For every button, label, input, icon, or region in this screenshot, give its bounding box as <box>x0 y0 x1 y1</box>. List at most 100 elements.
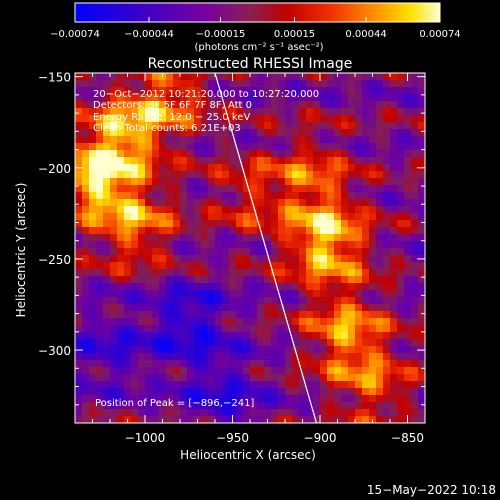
heatmap-cell <box>320 150 328 158</box>
heatmap-cell <box>152 192 160 200</box>
heatmap-cell <box>236 80 244 88</box>
heatmap-cell <box>341 185 349 193</box>
heatmap-cell <box>299 178 307 186</box>
heatmap-cell <box>194 234 202 242</box>
heatmap-cell <box>180 353 188 361</box>
heatmap-cell <box>208 283 216 291</box>
heatmap-cell <box>369 402 377 410</box>
heatmap-cell <box>390 339 398 347</box>
heatmap-cell <box>159 283 167 291</box>
heatmap-cell <box>334 94 342 102</box>
heatmap-cell <box>110 318 118 326</box>
heatmap-cell <box>117 101 125 109</box>
heatmap-cell <box>250 150 258 158</box>
heatmap-cell <box>229 290 237 298</box>
heatmap-cell <box>145 73 153 81</box>
heatmap-cell <box>376 150 384 158</box>
heatmap-cell <box>320 143 328 151</box>
heatmap-cell <box>285 381 293 389</box>
heatmap-cell <box>117 115 125 123</box>
heatmap-cell <box>320 353 328 361</box>
heatmap-cell <box>124 395 132 403</box>
heatmap-cell <box>418 395 425 403</box>
heatmap-cell <box>222 297 230 305</box>
heatmap-cell <box>299 388 307 396</box>
heatmap-cell <box>250 129 258 137</box>
heatmap-cell <box>306 311 314 319</box>
heatmap-cell <box>82 234 90 242</box>
heatmap-cell <box>243 234 251 242</box>
heatmap-cell <box>264 367 272 375</box>
heatmap-cell <box>201 136 209 144</box>
heatmap-cell <box>187 339 195 347</box>
heatmap-cell <box>236 108 244 116</box>
heatmap-cell <box>152 381 160 389</box>
heatmap-cell <box>397 290 405 298</box>
heatmap-cell <box>418 185 425 193</box>
heatmap-cell <box>376 192 384 200</box>
heatmap-cell <box>292 178 300 186</box>
heatmap-cell <box>138 199 146 207</box>
heatmap-cell <box>180 213 188 221</box>
heatmap-cell <box>404 395 412 403</box>
heatmap-cell <box>369 325 377 333</box>
heatmap-cell <box>152 304 160 312</box>
heatmap-cell <box>75 185 83 193</box>
heatmap-cell <box>96 108 104 116</box>
heatmap-cell <box>292 360 300 368</box>
colorbar-tick-label: −0.00044 <box>124 29 174 40</box>
heatmap-cell <box>418 304 425 312</box>
heatmap-cell <box>103 80 111 88</box>
heatmap-cell <box>201 262 209 270</box>
heatmap-cell <box>215 360 223 368</box>
heatmap-cell <box>257 101 265 109</box>
heatmap-cell <box>362 346 370 354</box>
heatmap-cell <box>362 206 370 214</box>
heatmap-cell <box>236 136 244 144</box>
heatmap-cell <box>278 101 286 109</box>
heatmap-cell <box>334 150 342 158</box>
info-line-time: 20−Oct−2012 10:21:20.000 to 10:27:20.000 <box>93 89 319 100</box>
heatmap-cell <box>257 346 265 354</box>
heatmap-cell <box>103 388 111 396</box>
heatmap-cell <box>187 416 195 423</box>
heatmap-cell <box>96 143 104 151</box>
heatmap-cell <box>320 248 328 256</box>
heatmap-cell <box>215 108 223 116</box>
heatmap-cell <box>285 234 293 242</box>
heatmap-cell <box>103 339 111 347</box>
heatmap-cell <box>117 367 125 375</box>
heatmap-cell <box>341 192 349 200</box>
heatmap-cell <box>383 332 391 340</box>
heatmap-cell <box>75 157 83 165</box>
heatmap-cell <box>103 143 111 151</box>
heatmap-cell <box>383 304 391 312</box>
heatmap-cell <box>348 150 356 158</box>
heatmap-cell <box>411 206 419 214</box>
heatmap-cell <box>320 311 328 319</box>
heatmap-cell <box>341 206 349 214</box>
heatmap-cell <box>376 199 384 207</box>
heatmap-cell <box>110 262 118 270</box>
heatmap-cell <box>82 122 90 130</box>
heatmap-cell <box>271 150 279 158</box>
heatmap-cell <box>229 241 237 249</box>
heatmap-cell <box>236 283 244 291</box>
heatmap-cell <box>208 150 216 158</box>
heatmap-cell <box>82 129 90 137</box>
heatmap-cell <box>355 213 363 221</box>
heatmap-cell <box>180 346 188 354</box>
heatmap-cell <box>418 297 425 305</box>
heatmap-cell <box>89 136 97 144</box>
heatmap-cell <box>334 171 342 179</box>
heatmap-cell <box>222 150 230 158</box>
heatmap-cell <box>285 108 293 116</box>
heatmap-cell <box>215 227 223 235</box>
heatmap-cell <box>131 367 139 375</box>
heatmap-cell <box>313 325 321 333</box>
heatmap-cell <box>194 262 202 270</box>
heatmap-cell <box>152 276 160 284</box>
heatmap-cell <box>383 227 391 235</box>
heatmap-cell <box>110 339 118 347</box>
heatmap-cell <box>334 346 342 354</box>
